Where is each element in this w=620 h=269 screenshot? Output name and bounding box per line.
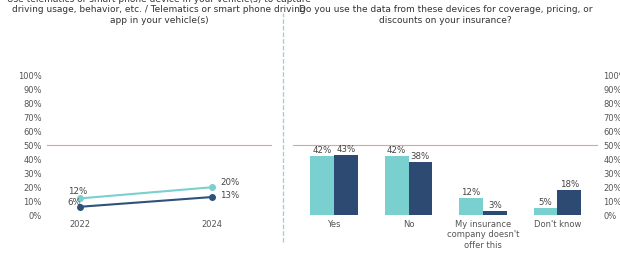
Bar bbox=[334, 155, 358, 215]
Text: 18%: 18% bbox=[560, 180, 579, 189]
Bar bbox=[409, 162, 432, 215]
Title: Use telematics or smart phone device in your vehicle(s) to capture
driving usage: Use telematics or smart phone device in … bbox=[7, 0, 311, 24]
Text: 5%: 5% bbox=[539, 198, 552, 207]
Text: 3%: 3% bbox=[488, 201, 502, 210]
Text: 43%: 43% bbox=[337, 145, 356, 154]
Text: 42%: 42% bbox=[312, 146, 332, 155]
Text: 42%: 42% bbox=[387, 146, 406, 155]
Text: 13%: 13% bbox=[220, 191, 239, 200]
Bar bbox=[557, 190, 581, 215]
Bar bbox=[459, 199, 483, 215]
Bar bbox=[534, 208, 557, 215]
Text: 12%: 12% bbox=[461, 188, 480, 197]
Text: 6%: 6% bbox=[68, 198, 81, 207]
Bar bbox=[385, 157, 409, 215]
Title: Do you use the data from these devices for coverage, pricing, or
discounts on yo: Do you use the data from these devices f… bbox=[299, 5, 593, 24]
Legend: Gen Z+Millennials, Gen X+Boomers: Gen Z+Millennials, Gen X+Boomers bbox=[353, 268, 538, 269]
Bar bbox=[483, 211, 507, 215]
Bar bbox=[311, 157, 334, 215]
Text: 38%: 38% bbox=[411, 152, 430, 161]
Text: 20%: 20% bbox=[220, 178, 239, 187]
Legend: Gen Z+Millennials, Gen X+Boomers: Gen Z+Millennials, Gen X+Boomers bbox=[56, 268, 263, 269]
Text: 12%: 12% bbox=[68, 186, 87, 196]
